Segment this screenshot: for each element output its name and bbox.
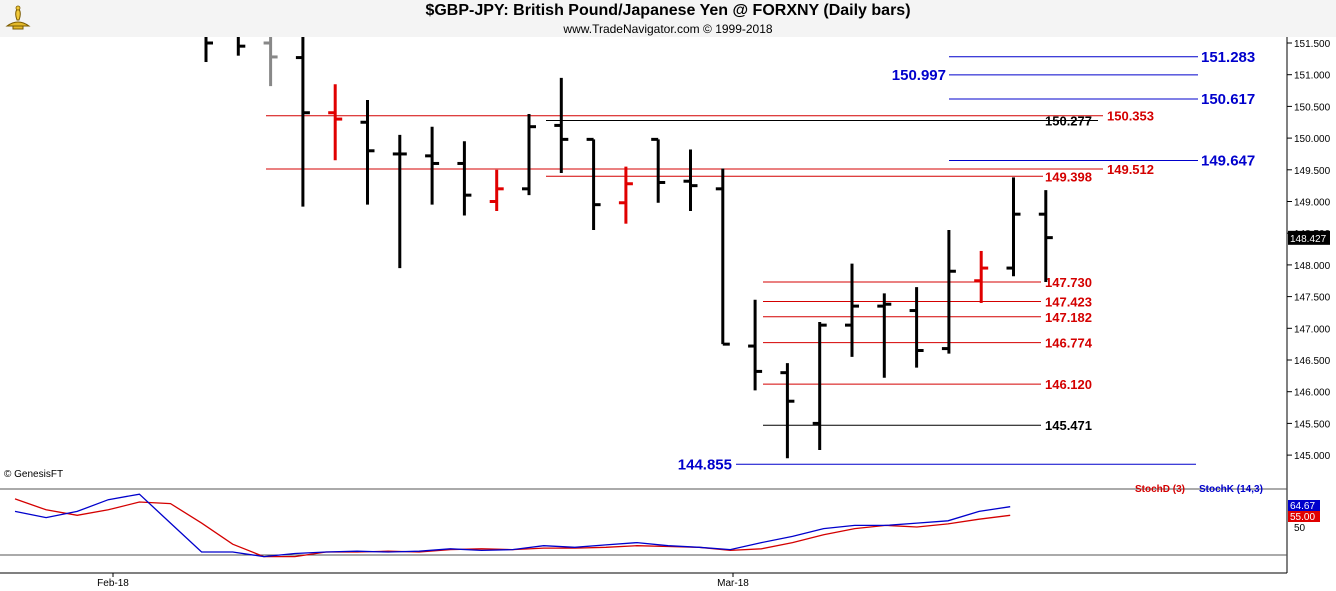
stoch-k-value: 64.67 [1290,501,1315,512]
price-axis-label: 151.000 [1294,71,1331,82]
stoch-k-legend: StochK (14,3) [1199,484,1263,495]
chart-header: $GBP-JPY: British Pound/Japanese Yen @ F… [0,0,1336,37]
price-axis-label: 150.000 [1294,134,1331,145]
genie-lamp-icon [5,5,31,30]
price-axis-label: 149.000 [1294,198,1331,209]
price-axis-label: 151.500 [1294,39,1331,50]
x-axis-label: Feb-18 [97,578,129,589]
level-label: 147.182 [1045,310,1092,325]
last-price-box [1288,230,1330,245]
price-axis-label: 149.500 [1294,166,1331,177]
stoch-axis-label: 50 [1294,523,1306,534]
price-axis-label: 145.000 [1294,451,1331,462]
x-axis-label: Mar-18 [717,578,749,589]
stoch-d-value-box [1288,511,1320,522]
price-axis-label: 146.000 [1294,388,1331,399]
level-label: 146.120 [1045,377,1092,392]
price-axis-label: 147.500 [1294,293,1331,304]
stoch-d-value: 55.00 [1290,512,1315,523]
level-label: 150.353 [1107,109,1154,124]
level-label: 147.730 [1045,275,1092,290]
level-label: 151.283 [1201,49,1255,66]
stoch-k-value-box [1288,500,1320,511]
price-axis-label: 148.000 [1294,261,1331,272]
level-label: 146.774 [1045,336,1093,351]
copyright-text: © GenesisFT [4,469,64,480]
level-label: 149.647 [1201,152,1255,169]
stoch-d-legend: StochD (3) [1135,484,1185,495]
price-axis-label: 150.500 [1294,102,1331,113]
price-axis-label: 145.500 [1294,419,1331,430]
level-label: 150.997 [892,67,946,84]
level-label: 144.855 [678,456,732,473]
level-label: 149.512 [1107,162,1154,177]
level-label: 150.617 [1201,91,1255,108]
level-label: 145.471 [1045,418,1092,433]
chart-subtitle: www.TradeNavigator.com © 1999-2018 [563,22,773,36]
stoch-d-line [14,498,1011,558]
chart-title: $GBP-JPY: British Pound/Japanese Yen @ F… [425,2,911,19]
price-axis-label: 147.000 [1294,324,1331,335]
price-axis-label: 146.500 [1294,356,1331,367]
level-label: 150.277 [1045,114,1092,129]
last-price-label: 148.427 [1290,234,1327,245]
level-label: 149.398 [1045,169,1092,184]
level-label: 147.423 [1045,294,1092,309]
stoch-k-line [14,493,1011,558]
